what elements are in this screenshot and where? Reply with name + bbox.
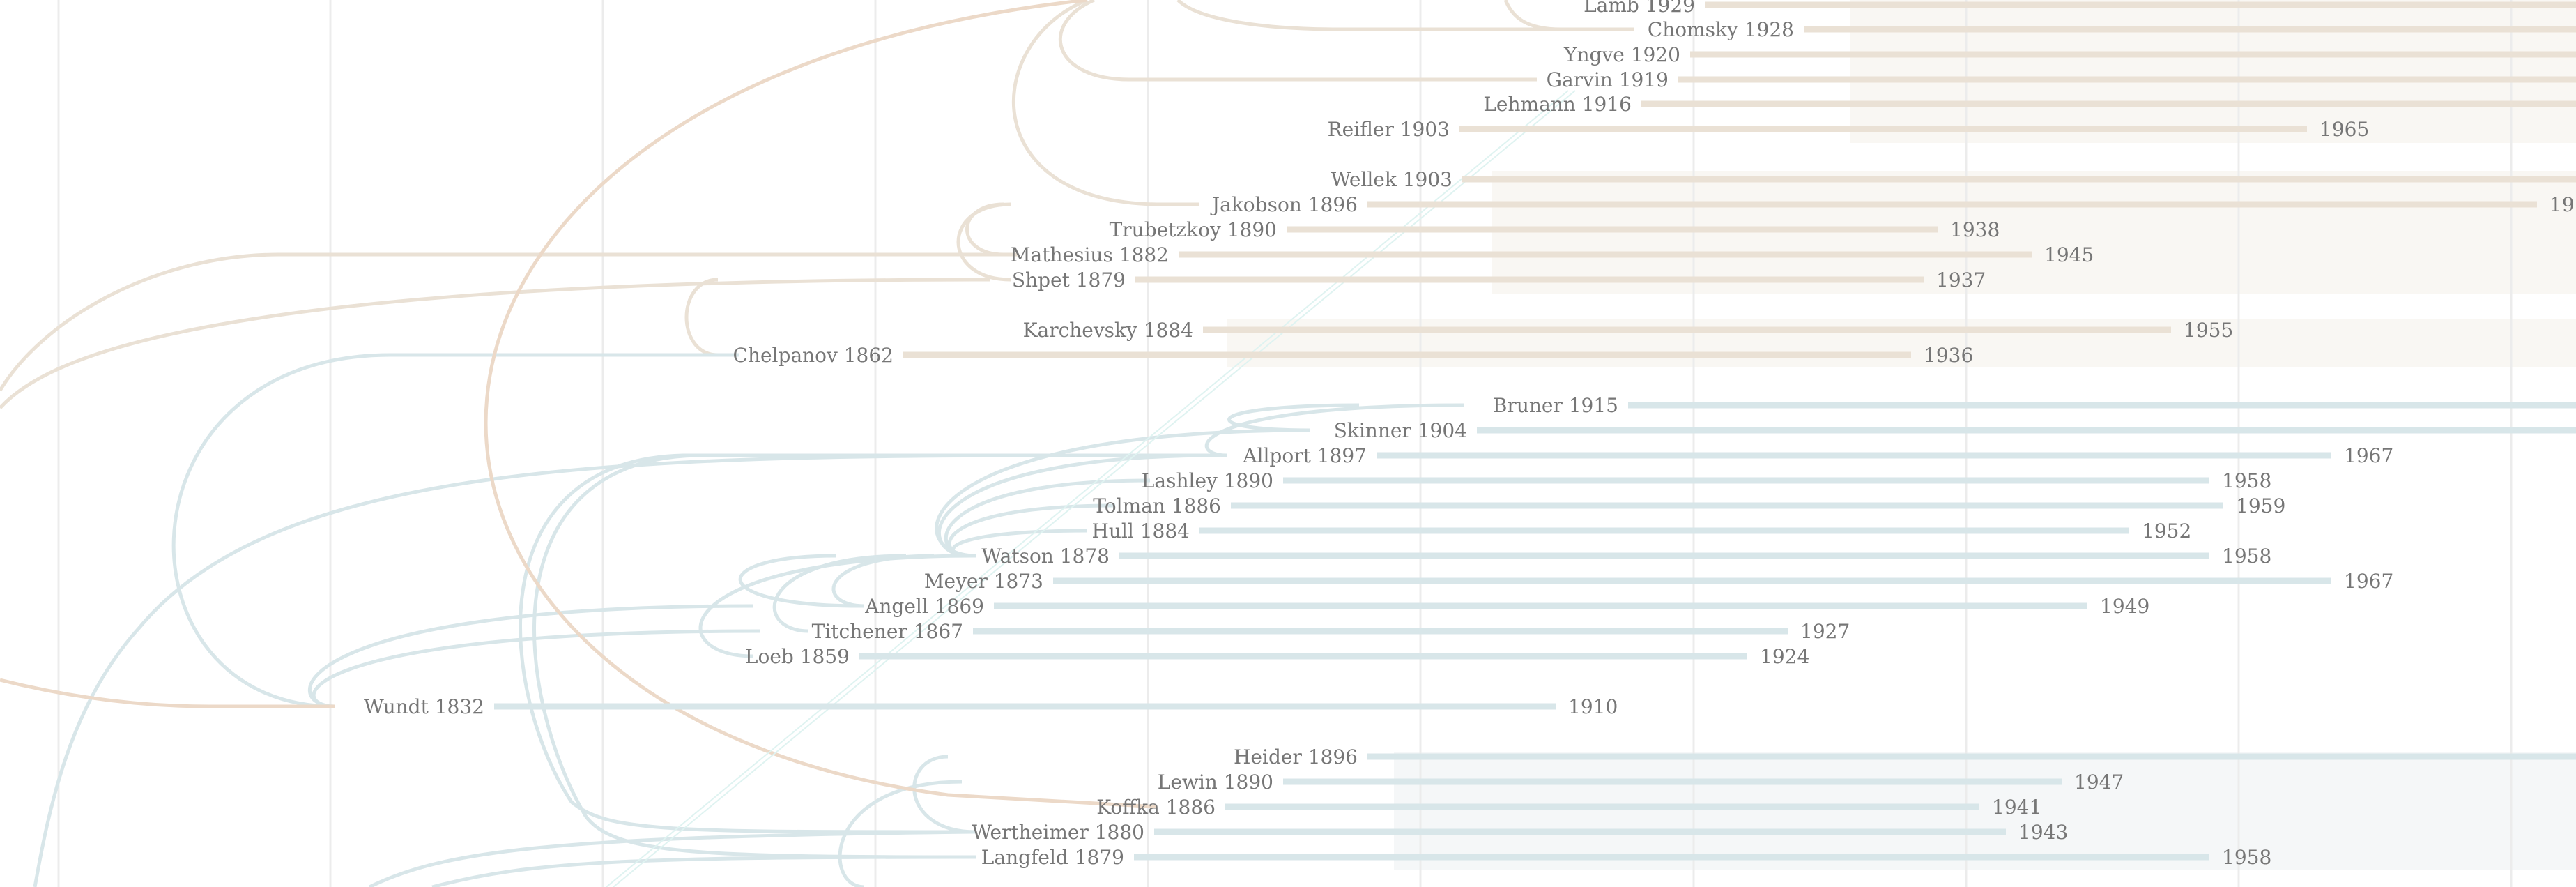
- lineage-curve-3: [1012, 0, 1199, 206]
- death-year-koffka-1886: 1941: [1992, 796, 2041, 819]
- lineage-curve-20: [772, 554, 907, 633]
- person-label-watson-1878: Watson 1878: [981, 545, 1110, 568]
- death-year-karchevsky-1884: 1955: [2184, 319, 2233, 342]
- death-year-langfeld-1879: 1958: [2222, 846, 2271, 869]
- death-year-mathesius-1882: 1945: [2044, 243, 2094, 266]
- lineage-curve-24: [33, 453, 1109, 887]
- group-band-0: [1850, 0, 2576, 143]
- death-year-wertheimer-1880: 1943: [2018, 821, 2068, 844]
- death-year-allport-1897: 1967: [2344, 444, 2393, 467]
- person-label-tolman-1886: Tolman 1886: [1093, 494, 1221, 517]
- lineage-curve-23: [312, 629, 760, 708]
- person-label-angell-1869: Angell 1869: [864, 595, 984, 618]
- lineage-curve-29: [368, 830, 976, 887]
- group-band-2: [1227, 319, 2576, 367]
- lineage-curve-6: [0, 252, 1018, 392]
- person-label-heider-1896: Heider 1896: [1234, 745, 1358, 768]
- person-label-wellek-1903: Wellek 1903: [1331, 168, 1452, 191]
- lineage-curve-27: [912, 755, 976, 834]
- death-year-watson-1878: 1958: [2222, 545, 2271, 568]
- lineage-trace-1: [613, 90, 1576, 887]
- lineage-curve-21: [738, 554, 865, 608]
- death-year-wundt-1832: 1910: [1568, 695, 1618, 718]
- lineage-curve-5: [965, 202, 1004, 257]
- person-label-karchevsky-1884: Karchevsky 1884: [1023, 319, 1193, 342]
- person-label-mathesius-1882: Mathesius 1882: [1011, 243, 1169, 266]
- lineage-curve-7: [0, 278, 990, 409]
- person-label-garvin-1919: Garvin 1919: [1547, 68, 1669, 91]
- person-label-allport-1897: Allport 1897: [1242, 444, 1367, 467]
- person-label-koffka-1886: Koffka 1886: [1096, 796, 1216, 819]
- person-label-wertheimer-1880: Wertheimer 1880: [972, 821, 1144, 844]
- person-label-bruner-1915: Bruner 1915: [1493, 394, 1618, 417]
- lineage-curve-1: [1176, 0, 1627, 31]
- death-year-reifler-1903: 1965: [2320, 118, 2369, 141]
- person-label-hull-1884: Hull 1884: [1091, 520, 1190, 543]
- lineage-curve-4: [956, 202, 1011, 282]
- death-year-shpet-1879: 1937: [1936, 268, 1986, 291]
- lineage-curve-22: [307, 604, 753, 708]
- lineage-curve-25: [532, 453, 1220, 859]
- person-label-lamb-1929: Lamb 1929: [1584, 0, 1695, 17]
- lineage-curve-19: [831, 554, 935, 608]
- group-bands: [1227, 0, 2576, 870]
- person-label-meyer-1873: Meyer 1873: [924, 570, 1043, 593]
- death-year-meyer-1873: 1967: [2344, 570, 2393, 593]
- lineage-curve-10: [171, 353, 739, 708]
- person-label-loeb-1859: Loeb 1859: [745, 645, 850, 668]
- lineage-curve-2: [1058, 0, 1537, 82]
- person-label-langfeld-1879: Langfeld 1879: [981, 846, 1124, 869]
- lineage-connectors: [0, 0, 1634, 887]
- person-label-shpet-1879: Shpet 1879: [1012, 268, 1126, 291]
- person-label-reifler-1903: Reifler 1903: [1328, 118, 1450, 141]
- person-label-lehmann-1916: Lehmann 1916: [1483, 93, 1632, 116]
- death-year-lashley-1890: 1958: [2222, 469, 2271, 492]
- death-year-angell-1869: 1949: [2100, 595, 2149, 618]
- person-label-lewin-1890: Lewin 1890: [1158, 771, 1273, 794]
- lineage-curve-8: [684, 278, 719, 357]
- person-label-yngve-1920: Yngve 1920: [1563, 43, 1680, 66]
- person-label-skinner-1904: Skinner 1904: [1334, 419, 1467, 442]
- person-label-trubetzkoy-1890: Trubetzkoy 1890: [1110, 218, 1277, 241]
- death-year-loeb-1859: 1924: [1760, 645, 1809, 668]
- death-year-chelpanov-1862: 1936: [1924, 344, 1973, 367]
- lifespan-bars: [494, 1, 2576, 861]
- lineage-curve-26: [519, 453, 1108, 834]
- death-year-lewin-1890: 1947: [2074, 771, 2124, 794]
- death-year-tolman-1886: 1959: [2236, 494, 2285, 517]
- person-label-jakobson-1896: Jakobson 1896: [1210, 193, 1358, 216]
- group-band-3: [1394, 752, 2576, 870]
- death-year-hull-1884: 1952: [2142, 520, 2191, 543]
- lineage-curve-31: [484, 0, 1158, 809]
- person-label-wundt-1832: Wundt 1832: [364, 695, 484, 718]
- person-label-lashley-1890: Lashley 1890: [1142, 469, 1273, 492]
- lineage-curve-14: [937, 453, 1220, 558]
- lineage-curve-11: [1204, 403, 1464, 457]
- person-label-chelpanov-1862: Chelpanov 1862: [733, 344, 894, 367]
- person-label-titchener-1867: Titchener 1867: [812, 620, 963, 643]
- death-year-jakobson-1896: 19: [2550, 193, 2575, 216]
- lineage-trace-0: [606, 90, 1569, 887]
- lineage-curve-32: [0, 678, 335, 708]
- person-label-chomsky-1928: Chomsky 1928: [1648, 18, 1794, 41]
- death-year-titchener-1867: 1927: [1800, 620, 1850, 643]
- death-year-trubetzkoy-1890: 1938: [1950, 218, 2000, 241]
- lineage-curve-30: [431, 855, 976, 887]
